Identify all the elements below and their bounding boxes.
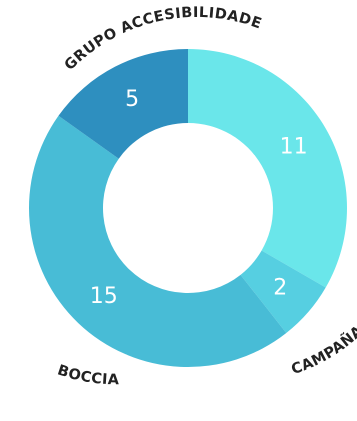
donut-slice-2	[29, 115, 287, 367]
slice-value-label-1: 2	[273, 275, 287, 300]
donut-slice-3	[58, 49, 188, 159]
slice-value-label-0: 11	[280, 135, 308, 160]
donut-slice-0	[188, 49, 347, 288]
donut-slice-1	[240, 250, 326, 333]
label-boccia: BOCCIA	[55, 362, 119, 388]
slice-value-label-3: 5	[125, 87, 139, 112]
label-campana: CAMPAÑA	[289, 323, 357, 378]
slice-value-label-2: 15	[90, 284, 118, 309]
